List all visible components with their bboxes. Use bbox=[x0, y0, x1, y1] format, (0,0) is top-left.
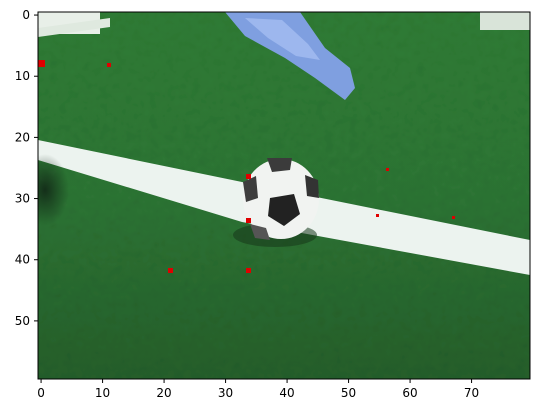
soccer-ball bbox=[243, 158, 319, 240]
y-tick-label: 50 bbox=[15, 314, 30, 328]
blue-cloth bbox=[225, 12, 355, 100]
x-tick-label: 60 bbox=[402, 386, 417, 400]
y-tick-label: 40 bbox=[15, 253, 30, 267]
axes-frame bbox=[37, 11, 531, 380]
x-axis-ticks: 0 10 20 30 40 50 60 70 bbox=[37, 379, 479, 400]
x-tick-label: 30 bbox=[218, 386, 233, 400]
red-noise-pixel bbox=[246, 174, 251, 179]
blue-cloth-highlight bbox=[245, 18, 320, 60]
ball-panel-1 bbox=[268, 194, 300, 226]
y-tick-label: 20 bbox=[15, 130, 30, 144]
red-noise-pixel bbox=[452, 216, 455, 219]
red-noise-pixel bbox=[386, 168, 389, 171]
y-axis-ticks: 0 10 20 30 40 50 bbox=[15, 8, 38, 328]
ball-panel-5 bbox=[250, 224, 270, 240]
ball-panel-3 bbox=[243, 176, 258, 202]
x-tick-label: 10 bbox=[95, 386, 110, 400]
red-noise-pixel bbox=[38, 60, 45, 67]
ball-panel-4 bbox=[305, 175, 319, 198]
red-noise-pixel bbox=[246, 268, 251, 273]
x-tick-label: 0 bbox=[37, 386, 45, 400]
top-white-line-strip bbox=[38, 18, 110, 37]
y-tick-label: 0 bbox=[22, 8, 30, 22]
x-tick-label: 20 bbox=[156, 386, 171, 400]
left-dark-shadow bbox=[38, 154, 69, 226]
y-tick-label: 10 bbox=[15, 69, 30, 83]
red-noise-pixel bbox=[376, 214, 379, 217]
x-tick-label: 50 bbox=[341, 386, 356, 400]
red-noise-pixel bbox=[168, 268, 173, 273]
image-content bbox=[38, 12, 530, 379]
top-white-line-right bbox=[480, 12, 530, 30]
y-tick-label: 30 bbox=[15, 192, 30, 206]
x-tick-label: 70 bbox=[464, 386, 479, 400]
red-noise-pixel bbox=[107, 63, 111, 67]
ball-panel-2 bbox=[267, 158, 292, 172]
red-noise-pixel bbox=[246, 218, 251, 223]
x-tick-label: 40 bbox=[279, 386, 294, 400]
